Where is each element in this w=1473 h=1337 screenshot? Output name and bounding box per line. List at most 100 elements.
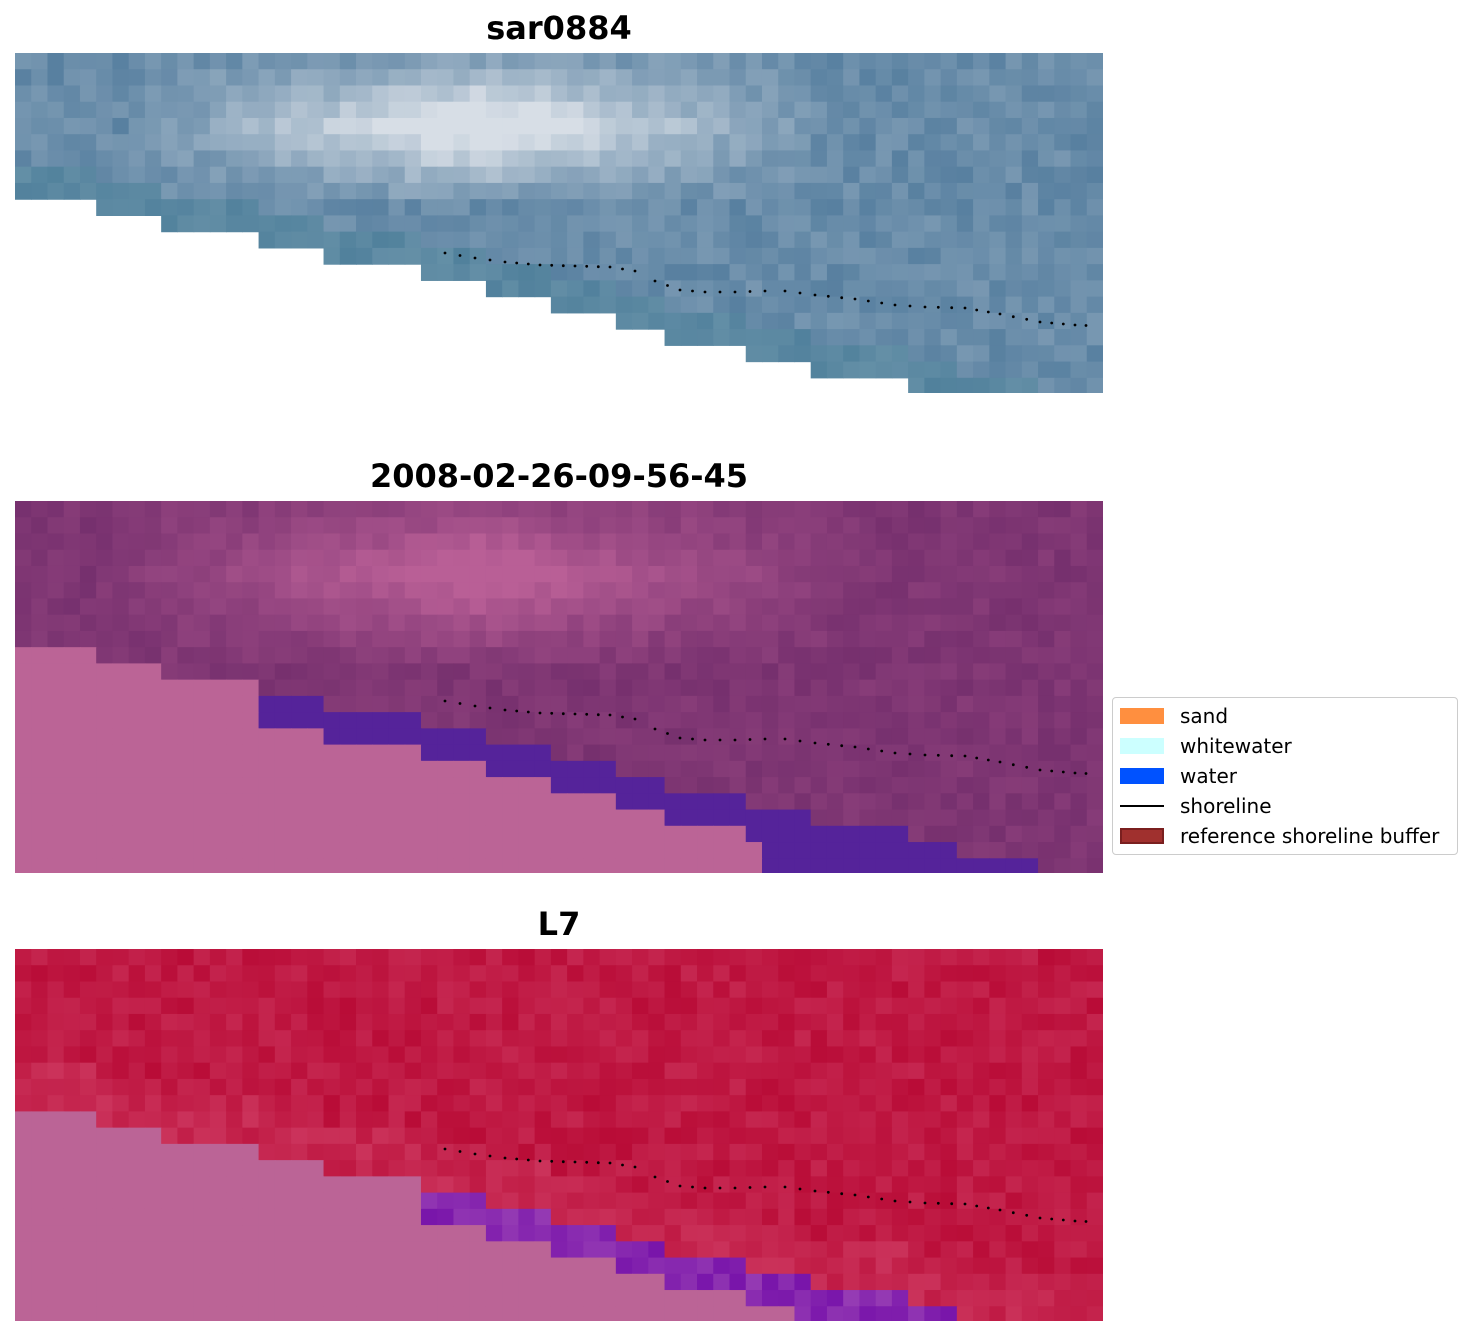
image-pixel — [96, 101, 114, 119]
image-pixel — [1021, 312, 1039, 330]
image-pixel — [502, 630, 519, 648]
image-pixel — [908, 517, 925, 535]
image-pixel — [339, 582, 357, 600]
image-pixel — [680, 744, 698, 762]
image-pixel — [729, 793, 747, 811]
rgb-image-panel — [15, 53, 1103, 393]
shoreline-point — [526, 262, 530, 266]
shoreline-point — [653, 727, 657, 731]
image-pixel — [891, 1176, 909, 1194]
image-pixel — [209, 69, 227, 87]
image-pixel — [15, 777, 32, 794]
image-pixel — [485, 1078, 503, 1096]
image-pixel — [420, 1143, 438, 1161]
image-pixel — [1005, 1241, 1023, 1259]
image-pixel — [242, 53, 260, 70]
image-pixel — [1021, 517, 1039, 535]
image-pixel — [356, 85, 373, 103]
image-pixel — [437, 793, 455, 811]
image-pixel — [242, 598, 260, 616]
shoreline-point — [538, 711, 542, 715]
image-pixel — [372, 1257, 390, 1275]
shoreline-point — [703, 738, 707, 742]
image-pixel — [226, 1111, 243, 1129]
image-pixel — [567, 1257, 584, 1275]
image-pixel — [615, 663, 633, 681]
image-pixel — [583, 247, 601, 265]
image-pixel — [908, 614, 925, 632]
image-pixel — [307, 777, 325, 794]
image-pixel — [761, 264, 779, 281]
image-pixel — [404, 1290, 422, 1307]
image-pixel — [518, 264, 536, 281]
image-pixel — [908, 1273, 925, 1291]
image-pixel — [502, 166, 519, 184]
image-pixel — [356, 1078, 373, 1096]
image-pixel — [534, 965, 552, 983]
image-pixel — [161, 134, 178, 152]
image-pixel — [96, 981, 114, 999]
image-pixel — [632, 949, 649, 966]
image-pixel — [761, 247, 779, 265]
image-pixel — [502, 1127, 519, 1145]
image-pixel — [485, 1013, 503, 1031]
image-pixel — [258, 614, 276, 632]
image-pixel — [469, 582, 487, 600]
image-pixel — [924, 280, 942, 298]
image-pixel — [339, 663, 357, 681]
image-pixel — [908, 712, 925, 729]
image-pixel — [291, 1013, 308, 1031]
image-pixel — [908, 117, 925, 135]
image-pixel — [307, 981, 325, 999]
image-pixel — [697, 997, 714, 1015]
shoreline-point — [526, 1158, 530, 1162]
image-pixel — [794, 69, 812, 87]
image-pixel — [761, 215, 779, 233]
image-pixel — [161, 760, 178, 778]
image-pixel — [908, 182, 925, 200]
image-pixel — [144, 1273, 162, 1291]
image-pixel — [177, 1176, 195, 1194]
image-pixel — [859, 1143, 877, 1161]
image-pixel — [697, 296, 714, 314]
image-pixel — [291, 997, 308, 1015]
image-pixel — [144, 101, 162, 119]
image-pixel — [15, 166, 32, 184]
image-pixel — [1054, 199, 1072, 216]
image-pixel — [258, 501, 276, 518]
image-pixel — [989, 1257, 1007, 1275]
image-pixel — [1086, 117, 1103, 135]
image-pixel — [875, 825, 893, 843]
image-pixel — [193, 582, 211, 600]
image-pixel — [177, 215, 195, 233]
image-pixel — [339, 825, 357, 843]
image-pixel — [469, 1306, 487, 1321]
image-pixel — [453, 695, 471, 713]
image-pixel — [1005, 53, 1023, 70]
image-pixel — [778, 1046, 796, 1064]
image-pixel — [664, 949, 682, 966]
image-pixel — [664, 1225, 682, 1242]
image-pixel — [664, 598, 682, 616]
shoreline-point — [840, 1192, 844, 1196]
image-pixel — [924, 296, 942, 314]
image-pixel — [680, 329, 698, 346]
image-pixel — [404, 582, 422, 600]
image-pixel — [956, 663, 974, 681]
image-pixel — [1005, 1176, 1023, 1194]
image-pixel — [226, 663, 243, 681]
image-pixel — [1005, 1273, 1023, 1291]
image-pixel — [274, 215, 292, 233]
image-pixel — [1070, 377, 1088, 393]
image-pixel — [761, 182, 779, 200]
image-pixel — [307, 858, 325, 873]
image-pixel — [485, 793, 503, 811]
image-pixel — [128, 166, 146, 184]
image-pixel — [940, 166, 958, 184]
image-pixel — [485, 777, 503, 794]
image-pixel — [79, 630, 97, 648]
image-pixel — [161, 53, 178, 70]
image-pixel — [453, 1095, 471, 1112]
image-pixel — [778, 1225, 796, 1242]
image-pixel — [859, 679, 877, 697]
